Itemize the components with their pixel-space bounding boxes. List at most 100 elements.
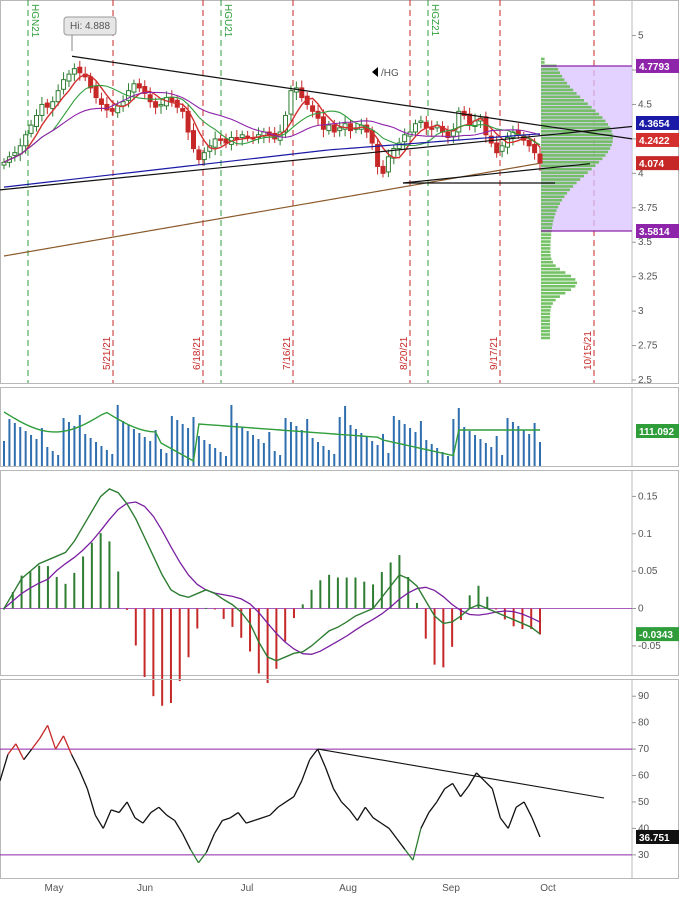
profile-bar <box>541 116 603 119</box>
volume-bar <box>279 455 282 466</box>
rsi-line-segment <box>388 828 398 840</box>
macd-histogram-bar <box>275 608 278 669</box>
price-tick-label: 4 <box>638 168 644 179</box>
profile-bar <box>541 291 566 295</box>
rsi-line-segment <box>229 812 239 819</box>
x-axis-month-label: Oct <box>540 883 556 894</box>
profile-bar <box>541 240 551 243</box>
rsi-line-segment <box>166 814 176 822</box>
rsi-line-segment <box>341 801 350 811</box>
price-label-text: 4.3654 <box>639 119 670 130</box>
volume-bar <box>46 447 49 466</box>
candle-body <box>136 83 142 89</box>
profile-bar <box>541 109 596 112</box>
volume-profile <box>541 57 632 340</box>
profile-bar <box>541 250 551 254</box>
x-axis-month-label: Jul <box>241 883 254 894</box>
macd-histogram-bar <box>328 574 331 609</box>
macd-histogram-bar <box>292 608 295 619</box>
rsi-line-segment <box>285 796 295 803</box>
rsi-line-segment <box>55 735 65 750</box>
candle-body <box>190 130 196 150</box>
volume-bar <box>522 430 525 466</box>
profile-bar <box>541 92 577 95</box>
profile-bar <box>541 333 550 336</box>
profile-bar <box>541 123 609 126</box>
profile-bar <box>541 167 592 171</box>
volume-bar <box>149 441 152 466</box>
rsi-line-segment <box>404 849 414 861</box>
volume-bar <box>501 455 504 466</box>
macd-tick-label: 0.1 <box>638 529 652 540</box>
candle-body <box>234 137 240 140</box>
rsi-line-segment <box>372 817 382 824</box>
profile-bar <box>541 219 554 223</box>
volume-bar <box>317 442 320 466</box>
volume-bar <box>57 455 60 466</box>
macd-histogram-bar <box>73 572 76 609</box>
date-marker-label: 7/16/21 <box>282 336 293 370</box>
profile-bar <box>541 281 578 285</box>
x-axis-month-label: Aug <box>339 883 357 894</box>
macd-histogram-bar <box>117 571 120 609</box>
candle-body <box>196 149 202 161</box>
volume-bar <box>392 416 395 466</box>
volume-bar <box>295 426 298 466</box>
rsi-line-segment <box>118 801 128 813</box>
rsi-line-segment <box>515 801 525 808</box>
rsi-line-segment <box>269 806 279 816</box>
rsi-label-text: 36.751 <box>639 833 670 844</box>
rsi-tick-label: 40 <box>638 823 650 834</box>
profile-bar <box>541 212 556 216</box>
macd-frame <box>0 470 679 676</box>
volume-bar <box>262 443 265 466</box>
price-label-text: 4.2422 <box>639 136 670 147</box>
volume-bar <box>143 437 146 466</box>
candle-body <box>385 156 391 173</box>
macd-histogram-bar <box>310 589 313 609</box>
candle-body <box>320 116 326 130</box>
date-marker-label: 5/21/21 <box>102 336 113 370</box>
macd-histogram-bar <box>398 555 401 609</box>
profile-bar <box>541 226 553 230</box>
candle-body <box>28 124 34 134</box>
volume-bar <box>257 439 260 466</box>
profile-bar <box>541 185 574 188</box>
candle-body <box>201 152 207 161</box>
volume-bar <box>208 444 211 466</box>
volume-bar <box>533 423 536 466</box>
price-tick-label: 3.75 <box>638 203 658 214</box>
price-tick-label: 5 <box>638 31 644 42</box>
rsi-line-segment <box>31 738 41 750</box>
candle-body <box>1 161 7 166</box>
profile-bar <box>541 126 611 130</box>
rsi-line-segment <box>277 801 287 808</box>
profile-bar <box>541 209 557 212</box>
volume-bar <box>35 439 38 466</box>
volume-bar <box>436 448 439 466</box>
profile-bar <box>541 267 560 271</box>
macd-tick-label: 0.05 <box>638 566 658 577</box>
rsi-line-segment <box>78 769 88 790</box>
macd-histogram-bar <box>55 576 58 609</box>
volume-bar <box>441 452 444 466</box>
profile-bar <box>541 264 556 267</box>
candle-body <box>50 101 56 110</box>
date-marker-label: 10/15/21 <box>583 331 594 370</box>
volume-bar <box>300 430 303 466</box>
candle-body <box>120 101 126 107</box>
volume-bar <box>13 423 16 466</box>
rsi-line-segment <box>253 817 263 822</box>
macd-histogram-bar <box>187 608 190 658</box>
macd-tick-label: -0.05 <box>638 641 661 652</box>
profile-bar <box>541 181 577 185</box>
volume-bar <box>8 419 11 466</box>
rsi-trendline <box>317 748 605 799</box>
profile-bar <box>541 254 551 257</box>
volume-bar <box>84 434 87 466</box>
volume-bar <box>284 418 287 466</box>
volume-bar <box>89 438 92 466</box>
rsi-line-segment <box>62 735 73 755</box>
ma-200-line <box>3 162 541 257</box>
price-label-box <box>636 156 679 171</box>
